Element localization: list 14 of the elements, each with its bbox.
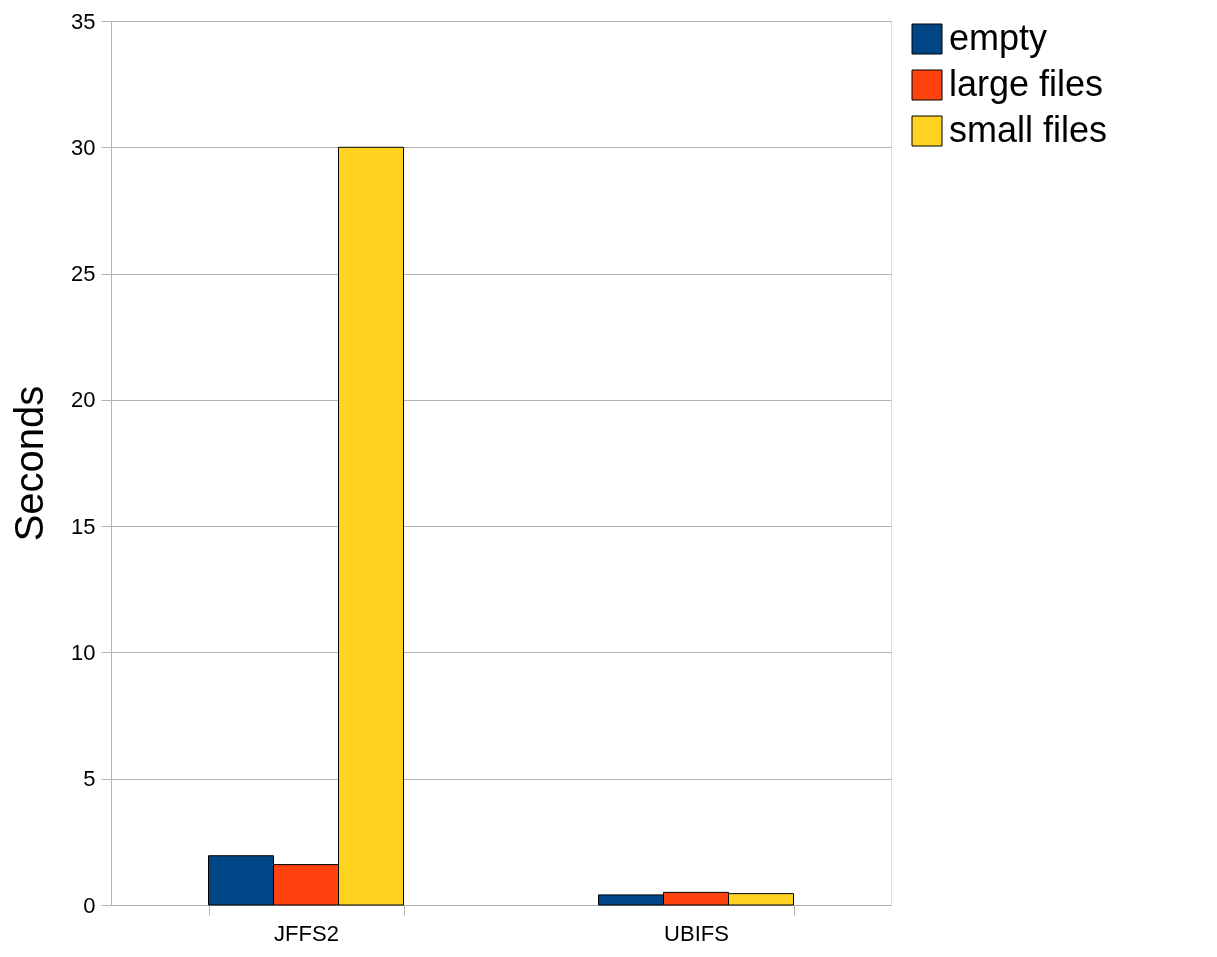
x-tick-label: UBIFS: [664, 920, 729, 946]
y-tick-label: 0: [83, 892, 96, 918]
y-tick-label: 15: [71, 513, 96, 539]
y-tick-label: 10: [71, 639, 96, 665]
legend-label: small files: [949, 109, 1108, 150]
y-axis-title: Seconds: [7, 385, 52, 542]
legend-label: empty: [949, 17, 1048, 58]
y-tick-label: 20: [71, 387, 96, 413]
y-tick-label: 30: [71, 134, 96, 160]
legend-label: large files: [949, 63, 1104, 104]
y-tick-label: 35: [71, 8, 96, 34]
y-tick-label: 25: [71, 261, 96, 287]
y-tick-label: 5: [83, 766, 96, 792]
x-tick-label: JFFS2: [274, 920, 339, 946]
